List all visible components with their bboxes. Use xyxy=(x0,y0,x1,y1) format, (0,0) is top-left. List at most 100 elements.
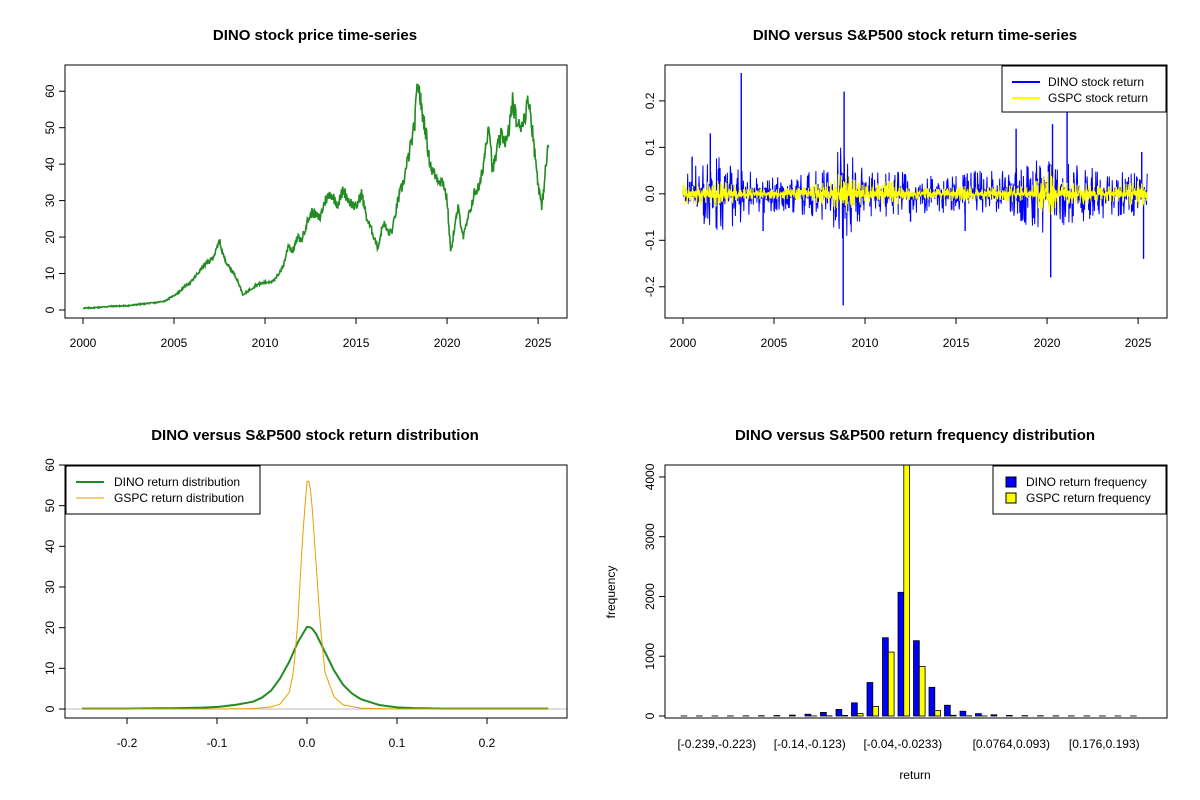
x-axis: 2000 2005 2010 2015 2020 2025 xyxy=(70,317,552,350)
gspc-bar xyxy=(872,706,879,717)
legend-label: GSPC return frequency xyxy=(1026,491,1151,505)
bars xyxy=(680,465,1137,717)
x-tick-label: 2005 xyxy=(761,336,788,350)
dino-bar xyxy=(913,640,920,717)
gspc-bar xyxy=(856,713,864,717)
x-tick-label: 2000 xyxy=(670,336,697,350)
y-tick-label: 40 xyxy=(43,539,57,553)
y-tick-label: 10 xyxy=(43,267,57,281)
y-tick-label: 30 xyxy=(43,194,57,208)
x-axis-label: return xyxy=(899,768,930,782)
x-tick-label: [-0.04,-0.0233) xyxy=(863,737,942,751)
x-tick-label: [0.0764,0.093) xyxy=(973,737,1050,751)
legend: DINO stock return GSPC stock return xyxy=(1001,65,1167,113)
y-tick-label: 4000 xyxy=(643,463,657,490)
chart-2: DINO versus S&P500 stock return time-ser… xyxy=(643,27,1168,350)
legend: DINO return distribution GSPC return dist… xyxy=(65,465,261,515)
y-tick-label: 50 xyxy=(43,121,57,135)
legend-label: DINO stock return xyxy=(1048,75,1144,89)
y-axis: -0.2 -0.1 0.0 0.1 0.2 xyxy=(643,92,666,297)
x-tick-label: -0.1 xyxy=(207,736,228,750)
y-axis-label: frequency xyxy=(604,566,618,619)
gspc-return-series xyxy=(682,166,1148,215)
dino-bar xyxy=(959,710,967,717)
chart-title: DINO versus S&P500 stock return distribu… xyxy=(151,427,479,444)
gspc-bar xyxy=(887,651,895,717)
y-tick-label: 10 xyxy=(43,661,57,675)
y-tick-label: 60 xyxy=(43,458,57,472)
price-series-line xyxy=(82,83,550,311)
dino-bar xyxy=(851,702,858,717)
plot-frame xyxy=(664,464,1168,719)
dino-bar xyxy=(789,714,796,717)
gspc-density-line xyxy=(82,480,549,710)
y-tick-label: 0 xyxy=(43,306,57,313)
y-axis: 0 10 20 30 40 50 60 xyxy=(43,458,66,712)
y-tick-label: -0.2 xyxy=(643,276,657,297)
dino-bar xyxy=(897,591,905,717)
x-tick-label: 2015 xyxy=(343,336,370,350)
x-tick-label: 2020 xyxy=(434,336,461,350)
x-tick-label: 2005 xyxy=(161,336,188,350)
x-axis: [-0.239,-0.223) [-0.14,-0.123) [-0.04,-0.0… xyxy=(677,737,1139,751)
gspc-bar xyxy=(918,665,926,717)
chart-title: DINO versus S&P500 return frequency dist… xyxy=(735,427,1095,444)
legend-box xyxy=(992,465,1167,515)
legend-label: DINO return frequency xyxy=(1026,475,1147,489)
y-tick-label: 1000 xyxy=(643,643,657,670)
y-tick-label: 20 xyxy=(43,621,57,635)
x-tick-label: 0.0 xyxy=(299,736,316,750)
y-tick-label: 20 xyxy=(43,230,57,244)
chart-3: DINO versus S&P500 stock return distribu… xyxy=(43,427,568,750)
x-tick-label: 2015 xyxy=(943,336,970,350)
y-tick-label: 30 xyxy=(43,580,57,594)
x-tick-label: 2020 xyxy=(1034,336,1061,350)
x-tick-label: [-0.239,-0.223) xyxy=(677,737,756,751)
y-tick-label: 40 xyxy=(43,157,57,171)
dino-bar xyxy=(835,709,843,717)
dino-density-line xyxy=(82,625,549,710)
x-tick-label: 2025 xyxy=(525,336,552,350)
dino-bar xyxy=(820,712,827,717)
dino-bar xyxy=(928,686,936,717)
legend-box xyxy=(1001,65,1167,113)
x-tick-label: 2000 xyxy=(70,336,97,350)
y-tick-label: -0.1 xyxy=(643,230,657,251)
legend: DINO return frequency GSPC return frequen… xyxy=(992,465,1167,515)
x-axis: -0.2 -0.1 0.0 0.1 0.2 xyxy=(117,717,496,750)
gspc-bar xyxy=(903,465,910,717)
x-tick-label: 2010 xyxy=(852,336,879,350)
plot-frame xyxy=(64,64,568,319)
plot-frame xyxy=(664,64,1168,319)
dino-bar xyxy=(975,713,982,717)
y-axis: 0 10 20 30 40 50 60 xyxy=(43,84,66,313)
chart-title: DINO stock price time-series xyxy=(213,27,417,44)
y-tick-label: 0.0 xyxy=(643,185,657,202)
y-tick-label: 0.2 xyxy=(643,92,657,109)
x-tick-label: 0.1 xyxy=(389,736,406,750)
y-tick-label: 60 xyxy=(43,84,57,98)
legend-swatch xyxy=(1005,476,1017,488)
dino-bar xyxy=(1006,715,1013,717)
gspc-bar xyxy=(841,715,848,717)
legend-box xyxy=(65,465,261,515)
legend-label: GSPC stock return xyxy=(1048,91,1148,105)
x-tick-label: [-0.14,-0.123) xyxy=(774,737,846,751)
y-axis: 0 1000 2000 3000 4000 xyxy=(643,463,666,719)
y-tick-label: 50 xyxy=(43,499,57,513)
y-tick-label: 0 xyxy=(43,705,57,712)
dino-bar xyxy=(990,714,998,717)
legend-label: GSPC return distribution xyxy=(114,491,244,505)
x-tick-label: 0.2 xyxy=(479,736,496,750)
gspc-bar xyxy=(949,714,957,717)
x-tick-label: [0.176,0.193) xyxy=(1069,737,1140,751)
x-tick-label: 2010 xyxy=(252,336,279,350)
x-tick-label: -0.2 xyxy=(117,736,138,750)
gspc-bar xyxy=(934,710,941,717)
chart-title: DINO versus S&P500 stock return time-ser… xyxy=(753,27,1077,44)
dino-bar xyxy=(866,682,874,717)
dino-bar xyxy=(804,713,812,717)
y-tick-label: 2000 xyxy=(643,583,657,610)
plot-frame xyxy=(64,464,568,719)
